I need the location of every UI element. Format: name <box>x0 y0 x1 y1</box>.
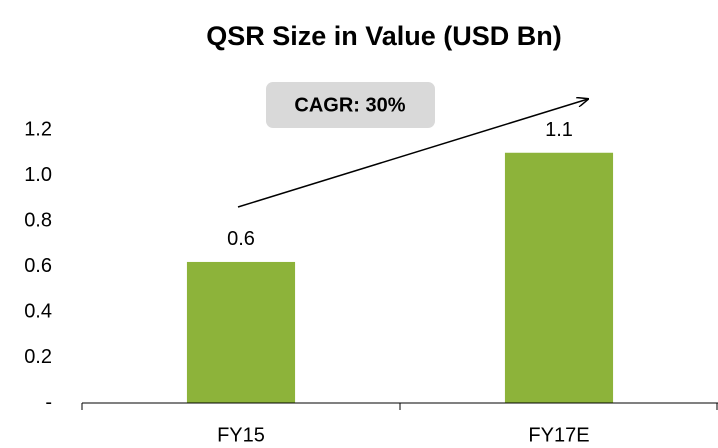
value-label: 1.1 <box>545 119 573 141</box>
annotation-box <box>266 82 435 128</box>
y-tick-label: 1.2 <box>24 118 52 140</box>
chart-title: QSR Size in Value (USD Bn) <box>206 21 562 51</box>
bar <box>504 152 614 403</box>
bar <box>186 261 296 403</box>
y-tick-label: 1.0 <box>24 164 52 186</box>
y-tick-label: 0.2 <box>24 346 52 368</box>
y-tick-label: 0.4 <box>24 300 52 322</box>
x-tick-label: FY17E <box>528 424 589 446</box>
annotation: CAGR: 30% <box>294 94 405 116</box>
y-tick-label: 0.8 <box>24 209 52 231</box>
value-label: 0.6 <box>227 228 255 250</box>
y-tick-label: 0.6 <box>24 255 52 277</box>
cagr-arrow <box>237 99 588 208</box>
y-tick-label: - <box>45 391 52 413</box>
x-tick-label: FY15 <box>217 424 265 446</box>
